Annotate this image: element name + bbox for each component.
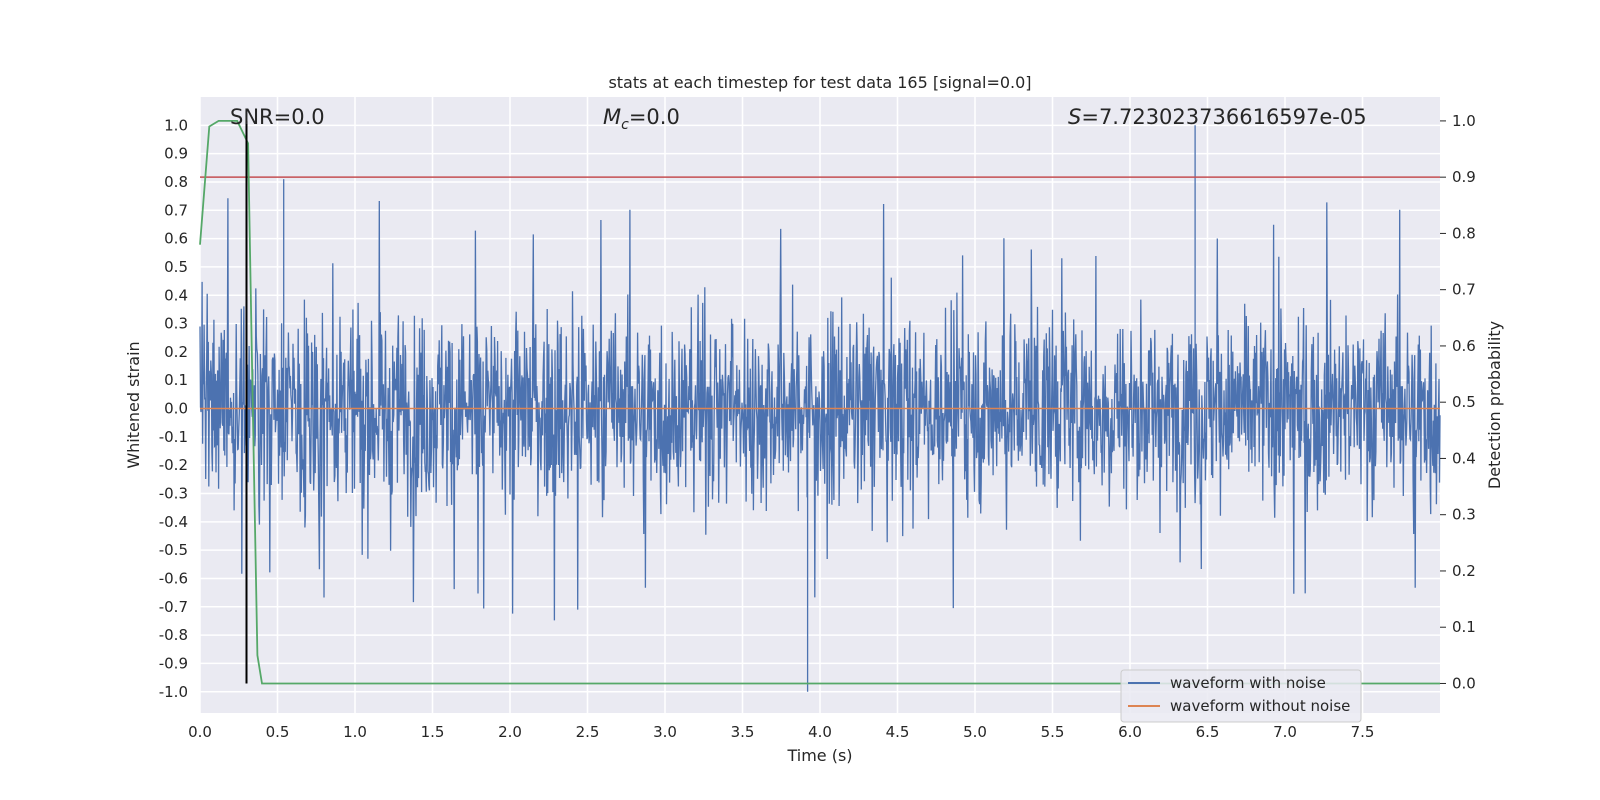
y2-tick-label: 0.6	[1452, 337, 1476, 355]
x-tick-label: 0.5	[266, 723, 290, 741]
x-tick-label: 7.5	[1351, 723, 1375, 741]
x-tick-label: 2.5	[576, 723, 600, 741]
x-tick-label: 2.0	[498, 723, 522, 741]
noise-trace	[199, 125, 1441, 692]
y-tick-label: 0.1	[164, 371, 188, 389]
legend-label-noise: waveform with noise	[1170, 674, 1326, 692]
y-tick-label: 1.0	[164, 116, 188, 134]
y-axis-label: Whitened strain	[124, 341, 143, 468]
y-tick-label: -0.5	[159, 541, 188, 559]
x-tick-label: 1.5	[421, 723, 445, 741]
x-tick-label: 7.0	[1273, 723, 1297, 741]
x-tick-label: 5.0	[963, 723, 987, 741]
snr-annotation: SNR=0.0	[230, 105, 325, 129]
y-tick-label: 0.7	[164, 201, 188, 219]
x-tick-label: 5.5	[1041, 723, 1065, 741]
y2-axis-label: Detection probability	[1485, 321, 1504, 489]
y2-tick-labels: 1.0 0.9 0.8 0.7 0.6 0.5 0.4 0.3 0.2 0.1 0.0	[1440, 112, 1476, 692]
y-tick-label: 0.2	[164, 343, 188, 361]
y2-tick-label: 1.0	[1452, 112, 1476, 130]
score-annotation: S=7.723023736616597e-05	[1068, 105, 1367, 129]
y-tick-label: 0.9	[164, 145, 188, 163]
y-tick-label: -0.8	[159, 626, 188, 644]
y-tick-label: 0.0	[164, 400, 188, 418]
x-tick-labels: 0.0 0.5 1.0 1.5 2.0 2.5 3.0 3.5 4.0 4.5 5.0 5.5 6.0 6…	[188, 723, 1374, 741]
y-tick-label: 0.8	[164, 173, 188, 191]
y-tick-label: -1.0	[159, 683, 188, 701]
chart-title: stats at each timestep for test data 165…	[608, 73, 1031, 92]
x-tick-label: 6.0	[1118, 723, 1142, 741]
legend-box	[1120, 669, 1362, 723]
y2-tick-label: 0.3	[1452, 506, 1476, 524]
y-tick-label: -0.9	[159, 654, 188, 672]
y-tick-label: 0.6	[164, 230, 188, 248]
x-tick-label: 4.0	[808, 723, 832, 741]
y-tick-label: -0.4	[159, 513, 188, 531]
y2-tick-label: 0.5	[1452, 393, 1476, 411]
x-tick-label: 3.5	[731, 723, 755, 741]
y2-tick-label: 0.2	[1452, 562, 1476, 580]
x-tick-label: 4.5	[886, 723, 910, 741]
y2-tick-label: 0.7	[1452, 281, 1476, 299]
x-axis-label: Time (s)	[786, 746, 852, 765]
y-tick-label: 0.3	[164, 315, 188, 333]
chirp-mass-annotation: Mc=0.0	[603, 105, 680, 133]
y-tick-label: -0.1	[159, 428, 188, 446]
series-detection-probability	[199, 120, 1440, 685]
y-tick-label: -0.3	[159, 485, 188, 503]
y2-tick-label: 0.1	[1452, 618, 1476, 636]
y-tick-label: -0.2	[159, 456, 188, 474]
y2-tick-label: 0.8	[1452, 224, 1476, 242]
y-tick-label: -0.6	[159, 569, 188, 587]
y-tick-label: -0.7	[159, 598, 188, 616]
y-tick-label: 0.4	[164, 286, 188, 304]
series-waveform-with-noise	[199, 125, 1441, 692]
x-tick-label: 1.0	[343, 723, 367, 741]
x-tick-label: 6.5	[1196, 723, 1220, 741]
y-tick-label: 0.5	[164, 258, 188, 276]
y-tick-labels: 1.0 0.9 0.8 0.7 0.6 0.5 0.4 0.3 0.2 0.1 0.0 -0.1 -0.…	[159, 116, 188, 700]
x-tick-label: 0.0	[188, 723, 212, 741]
y2-tick-label: 0.0	[1452, 674, 1476, 692]
legend-label-clean: waveform without noise	[1170, 697, 1350, 715]
x-tick-label: 3.0	[653, 723, 677, 741]
y2-tick-label: 0.9	[1452, 168, 1476, 186]
legend: waveform with noise waveform without noi…	[1120, 669, 1362, 723]
y2-tick-label: 0.4	[1452, 449, 1476, 467]
